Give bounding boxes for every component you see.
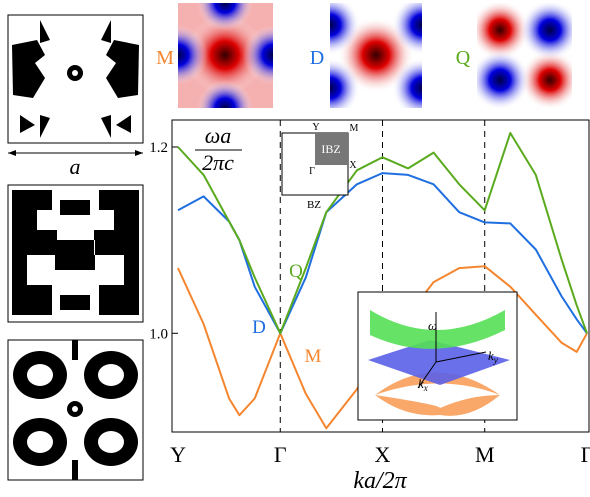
- pattern-label: M: [156, 47, 174, 69]
- kx-sub: x: [423, 383, 428, 393]
- bz-point: Y: [312, 122, 319, 133]
- unit-cell-2: [8, 185, 143, 322]
- y-tick-label: 1.2: [149, 140, 168, 156]
- x-tick-label: Γ: [581, 442, 590, 467]
- x-tick-label: Γ: [274, 442, 287, 467]
- y-label-numerator: ωa: [205, 123, 232, 148]
- bz-point: X: [349, 160, 357, 171]
- unit-cell-3: [8, 340, 143, 480]
- y-label-denominator: 2πc: [202, 150, 234, 175]
- x-label: ka/2π: [353, 468, 407, 494]
- series-label: Q: [289, 261, 303, 282]
- bz-inset: IBZ Y M Γ X BZ: [282, 122, 359, 211]
- omega-label: ω: [428, 318, 437, 333]
- ibz-label: IBZ: [321, 142, 340, 156]
- pattern-label: D: [310, 47, 324, 69]
- x-tick-label: Y: [170, 442, 186, 467]
- series-label: D: [252, 317, 266, 338]
- y-tick-label: 1.0: [149, 326, 168, 342]
- x-tick-label: M: [475, 442, 495, 467]
- dispersion-inset: ω ky kx: [358, 292, 517, 420]
- unit-cell-1: [8, 15, 143, 143]
- ky-sub: y: [493, 355, 498, 365]
- bz-point: M: [350, 123, 359, 134]
- figure: a M D Q 1.0 1.2 Y Γ X M Γ M D Q ωa 2πc ka/2π: [0, 0, 590, 497]
- lattice-label: a: [70, 154, 81, 179]
- bz-label: BZ: [307, 199, 321, 211]
- bz-point: Γ: [309, 166, 315, 177]
- series-label: M: [305, 346, 322, 367]
- field-pattern-q: [470, 0, 580, 110]
- x-tick-label: X: [375, 442, 391, 467]
- pattern-label: Q: [456, 47, 471, 69]
